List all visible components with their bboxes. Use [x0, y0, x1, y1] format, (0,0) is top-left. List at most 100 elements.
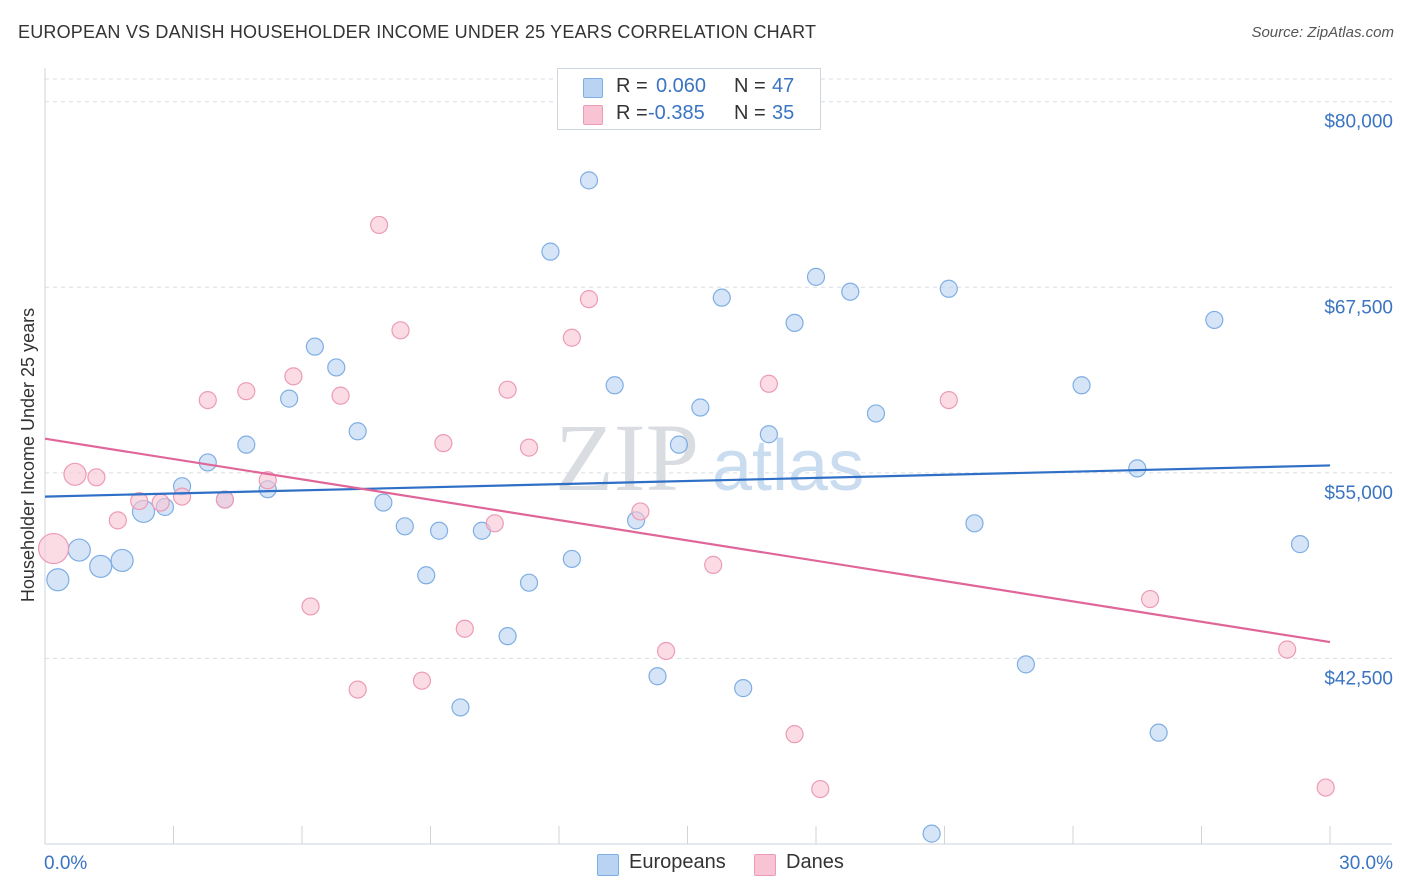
- axes-layer: [44, 68, 1392, 845]
- europeans-point: [280, 389, 299, 408]
- danes-point: [172, 487, 192, 506]
- bottom-legend-label: Danes: [786, 851, 844, 873]
- danes-point: [130, 491, 149, 511]
- europeans-point: [712, 288, 731, 307]
- y-tick-label: $80,000: [1324, 112, 1393, 133]
- danes-point: [631, 502, 650, 521]
- watermark-zip: ZIP: [555, 404, 699, 511]
- danes-point: [1140, 589, 1160, 609]
- europeans-point: [939, 279, 958, 298]
- danes-point: [301, 597, 320, 616]
- y-tick-label: $55,000: [1324, 483, 1393, 504]
- danes-swatch: [583, 105, 603, 125]
- europeans-point: [734, 679, 753, 698]
- danes-point: [434, 434, 453, 453]
- danes-point: [391, 321, 410, 340]
- europeans-point: [305, 337, 324, 356]
- europeans-point: [429, 521, 449, 540]
- danes-point: [785, 725, 804, 744]
- europeans-point: [395, 517, 414, 536]
- points-layer: [37, 171, 1335, 843]
- europeans-point: [1290, 535, 1310, 554]
- legend-n-label: N =: [734, 75, 766, 97]
- danes-point: [485, 514, 504, 533]
- legend-r-label: R =: [616, 102, 648, 124]
- trend-layer: [44, 437, 1331, 644]
- danes-point: [1316, 778, 1335, 797]
- stats-legend: R = 0.060 N = 47 R = -0.385 N = 35: [557, 68, 821, 130]
- danes-point: [811, 779, 830, 799]
- source-label: Source: ZipAtlas.com: [1251, 24, 1394, 41]
- danes-point: [348, 680, 367, 699]
- europeans-point: [348, 422, 367, 441]
- danes-point: [151, 493, 170, 512]
- europeans-point: [1149, 723, 1168, 742]
- bottom-legend-label: Europeans: [629, 851, 726, 873]
- danes-point: [63, 462, 87, 486]
- legend-n-value: 47: [772, 75, 795, 97]
- europeans-point: [759, 425, 778, 444]
- europeans-point: [374, 493, 393, 512]
- europeans-point: [327, 358, 346, 377]
- danes-point: [258, 471, 277, 490]
- europeans-point: [89, 554, 113, 578]
- x-tick-label: 0.0%: [44, 853, 87, 874]
- europeans-point: [237, 435, 256, 454]
- legend-r-value: 0.060: [656, 75, 707, 97]
- europeans-point: [562, 549, 581, 569]
- europeans-point: [806, 267, 826, 286]
- watermark-atlas: atlas: [712, 426, 864, 506]
- europeans-point: [841, 282, 860, 301]
- x-tick-label: 30.0%: [1339, 853, 1393, 874]
- europeans-point: [417, 566, 436, 585]
- europeans-point: [1128, 459, 1147, 478]
- legend-r-label: R =: [616, 75, 648, 97]
- europeans-point: [669, 435, 689, 454]
- europeans-point: [46, 568, 70, 592]
- danes-trend-line: [44, 437, 1331, 644]
- danes-point: [284, 367, 303, 386]
- danes-point: [579, 290, 599, 309]
- europeans-point: [785, 313, 804, 332]
- danes-point: [455, 619, 474, 638]
- danes-point: [198, 391, 217, 410]
- danes-point: [215, 490, 234, 509]
- danes-point: [87, 468, 106, 487]
- danes-point: [331, 386, 350, 405]
- europeans-point: [922, 824, 941, 843]
- chart-title: EUROPEAN VS DANISH HOUSEHOLDER INCOME UN…: [18, 22, 817, 42]
- y-tick-label: $67,500: [1324, 297, 1393, 318]
- europeans-point: [451, 698, 470, 717]
- europeans-point: [110, 548, 134, 573]
- europeans-point: [541, 242, 560, 261]
- europeans-point: [1205, 310, 1224, 330]
- europeans-point: [519, 573, 539, 592]
- danes-point: [656, 641, 676, 661]
- danes-point: [519, 438, 539, 457]
- europeans-point: [965, 514, 984, 533]
- danes-point: [939, 391, 958, 410]
- europeans-point: [579, 171, 599, 190]
- danes-point: [759, 374, 778, 393]
- europeans-point: [605, 376, 624, 395]
- legend-n-label: N =: [734, 102, 766, 124]
- watermark: ZIP atlas: [555, 404, 864, 511]
- danes-point: [498, 380, 517, 399]
- europeans-point: [691, 398, 710, 417]
- y-tick-label: $42,500: [1324, 668, 1393, 689]
- europeans-point: [1016, 655, 1035, 674]
- danes-point: [562, 328, 581, 347]
- danes-point: [412, 671, 432, 690]
- europeans-trend-line: [44, 464, 1331, 498]
- legend-r-value: -0.385: [648, 102, 705, 124]
- europeans-point: [1072, 376, 1091, 395]
- europeans-point: [648, 667, 667, 686]
- legend-n-value: 35: [772, 102, 795, 124]
- danes-swatch: [754, 854, 776, 876]
- danes-point: [37, 532, 70, 565]
- danes-point: [1278, 640, 1297, 659]
- danes-point: [108, 511, 127, 530]
- danes-point: [237, 382, 256, 401]
- europeans-point: [67, 538, 91, 562]
